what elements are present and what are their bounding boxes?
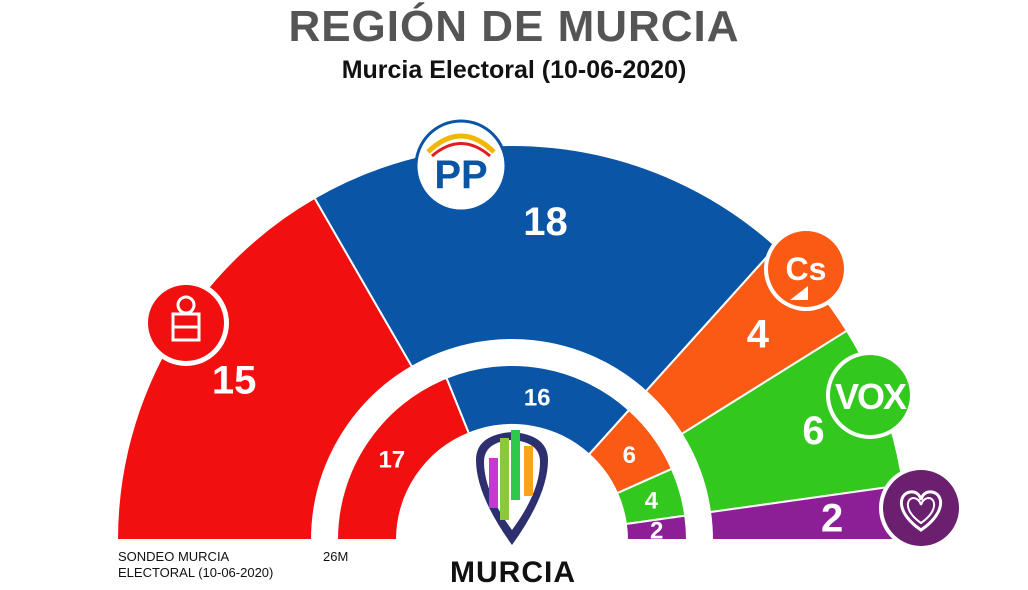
svg-text:Cs: Cs bbox=[786, 251, 827, 287]
inner-seat-segment-5 bbox=[624, 514, 689, 541]
chart-subtitle: Murcia Electoral (10-06-2020) bbox=[341, 56, 687, 84]
svg-text:PP: PP bbox=[434, 153, 487, 197]
footer-brand: MURCIA bbox=[450, 556, 576, 589]
vox-logo-icon: VOX bbox=[826, 351, 914, 439]
outer-seat-label-1: 15 bbox=[212, 359, 257, 403]
outer-seat-label-5: 2 bbox=[821, 497, 843, 541]
inner-ring: 17 16 64 2 bbox=[335, 364, 689, 544]
inner-seat-label-5: 2 bbox=[650, 517, 663, 544]
cs-logo-icon: Cs bbox=[764, 227, 848, 311]
outer-seat-label-3: 4 bbox=[747, 313, 770, 357]
outer-seat-label-4: 6 bbox=[802, 409, 824, 453]
inner-seat-label-1: 17 bbox=[378, 446, 405, 473]
outer-seat-segment-1 bbox=[115, 196, 414, 541]
svg-text:VOX: VOX bbox=[835, 376, 907, 417]
chart-title: REGIÓN DE MURCIA bbox=[288, 2, 740, 51]
murcia-electoral-logo bbox=[476, 430, 548, 545]
inner-seat-label-4: 4 bbox=[645, 487, 659, 514]
inner-seat-label-3: 6 bbox=[623, 442, 636, 469]
footer-previous-label: 26M bbox=[323, 549, 349, 564]
podemos-heart-logo-icon bbox=[879, 466, 963, 550]
footer-source: SONDEO MURCIA ELECTORAL (10-06-2020) bbox=[118, 549, 273, 581]
psoe-rose-logo-icon bbox=[143, 280, 229, 366]
pp-logo-icon: PP bbox=[414, 119, 508, 213]
outer-seat-label-2: 18 bbox=[523, 200, 568, 244]
footer-source-line2: ELECTORAL (10-06-2020) bbox=[118, 565, 274, 580]
inner-seat-label-2: 16 bbox=[524, 385, 551, 412]
footer-source-line1: SONDEO MURCIA bbox=[118, 549, 230, 564]
